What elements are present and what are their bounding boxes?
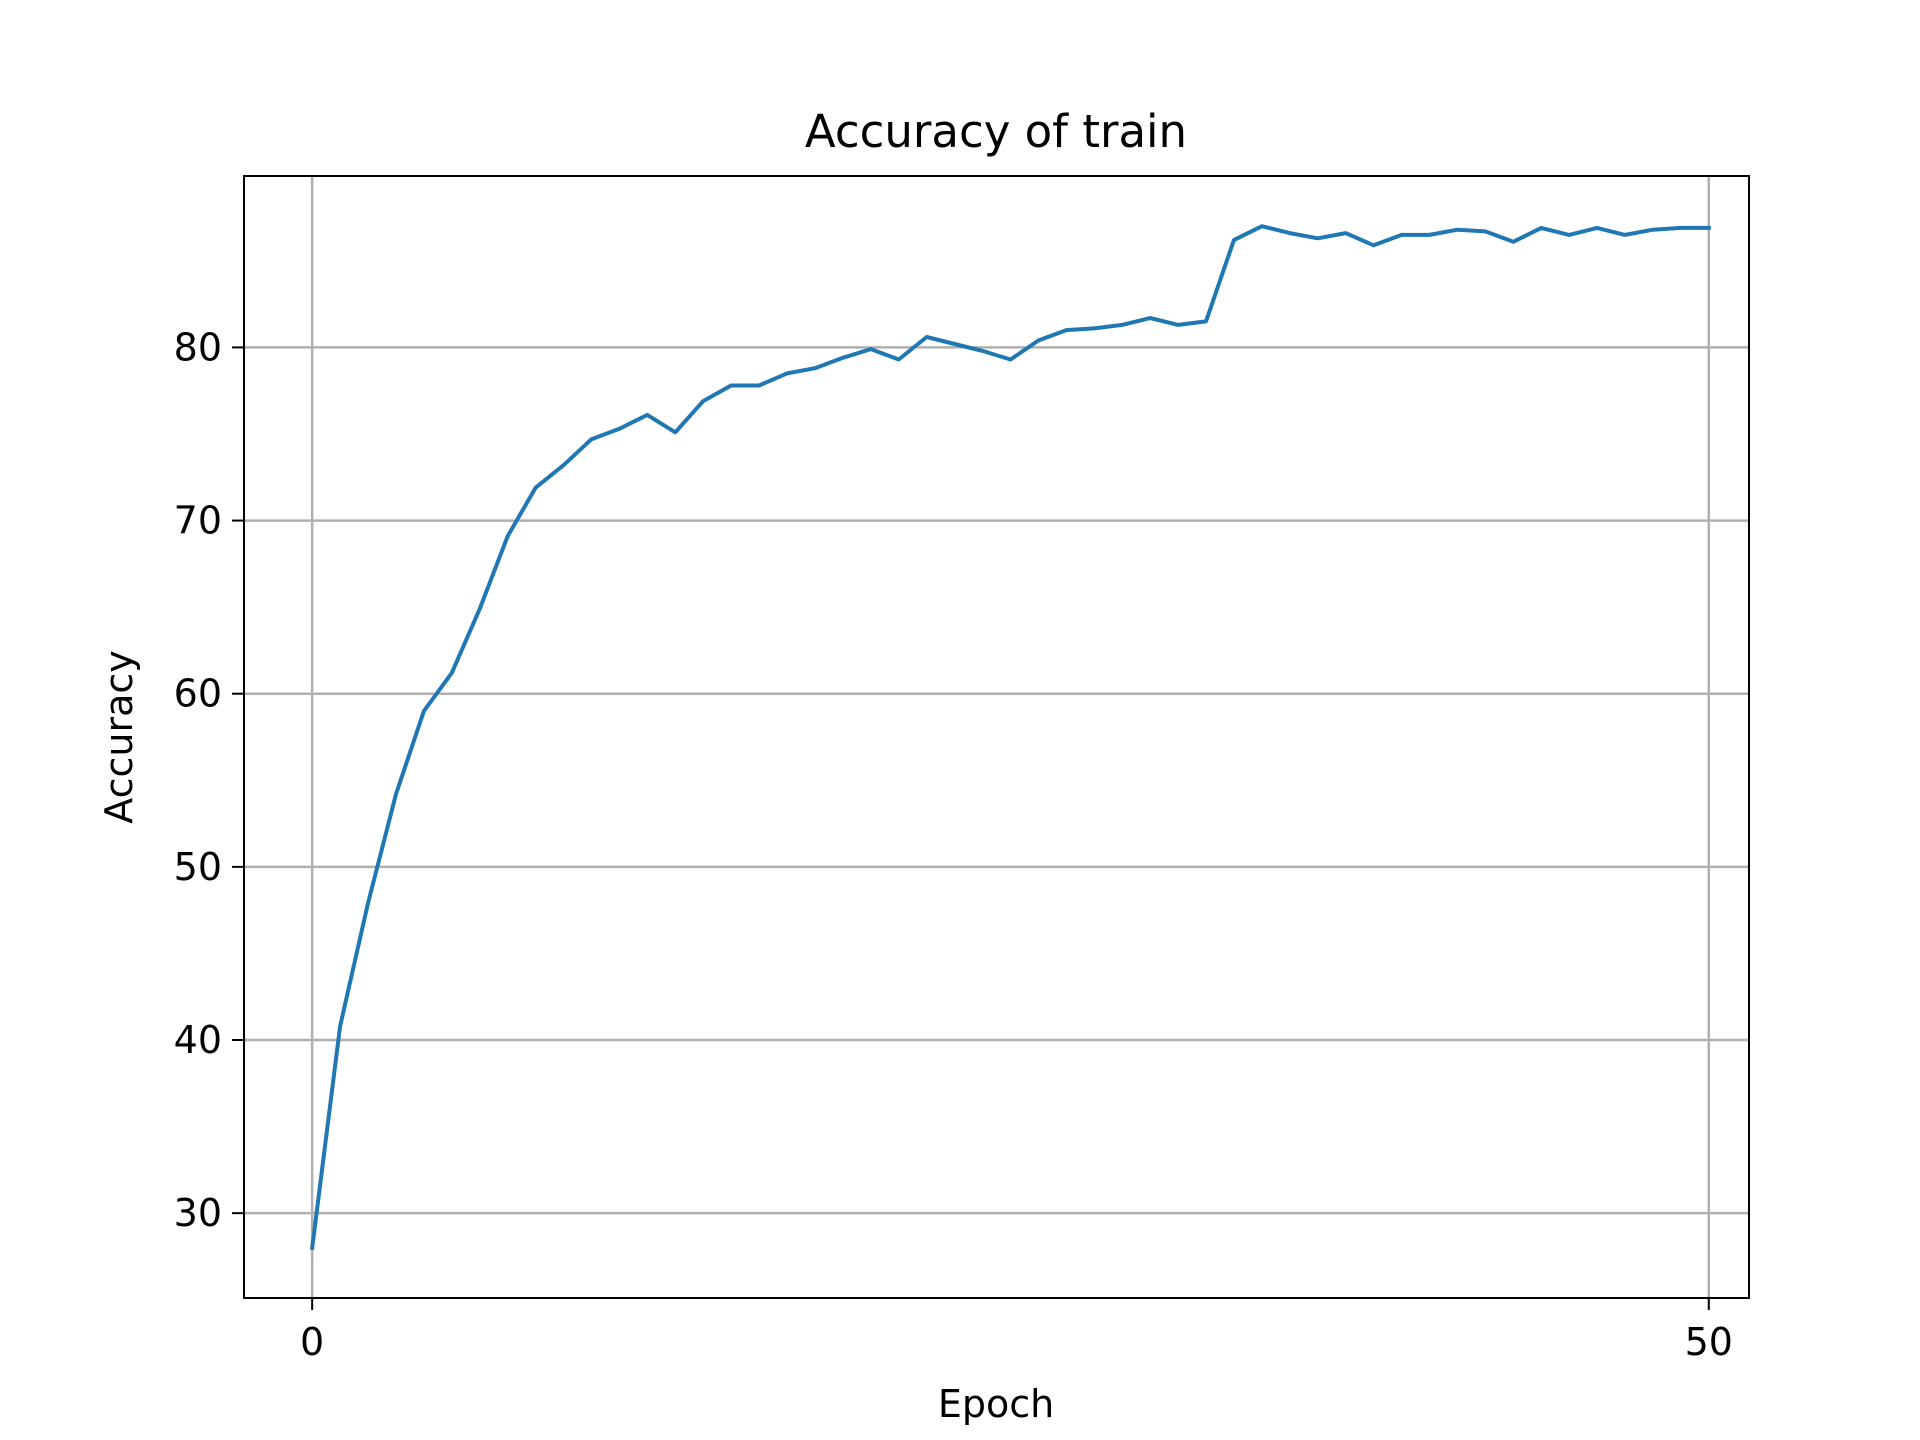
x-tick-label: 0 [300,1320,324,1364]
y-axis-label: Accuracy [97,650,141,824]
y-tick-label: 40 [174,1018,222,1062]
series-line-accuracy [309,224,1711,1251]
grid-layer [244,176,1749,1298]
x-tick-label: 50 [1685,1320,1733,1364]
x-axis-label: Epoch [938,1382,1054,1426]
chart-title: Accuracy of train [805,105,1187,158]
plot-frame [243,175,1750,1299]
series-layer [309,224,1711,1251]
y-tick-label: 30 [174,1191,222,1235]
y-tick-label: 70 [174,499,222,543]
y-tick-label: 80 [174,325,222,369]
y-tick-label: 50 [174,845,222,889]
tick-layer: 0 50 30 40 50 60 70 80 [174,325,1733,1364]
y-tick-label: 60 [174,672,222,716]
